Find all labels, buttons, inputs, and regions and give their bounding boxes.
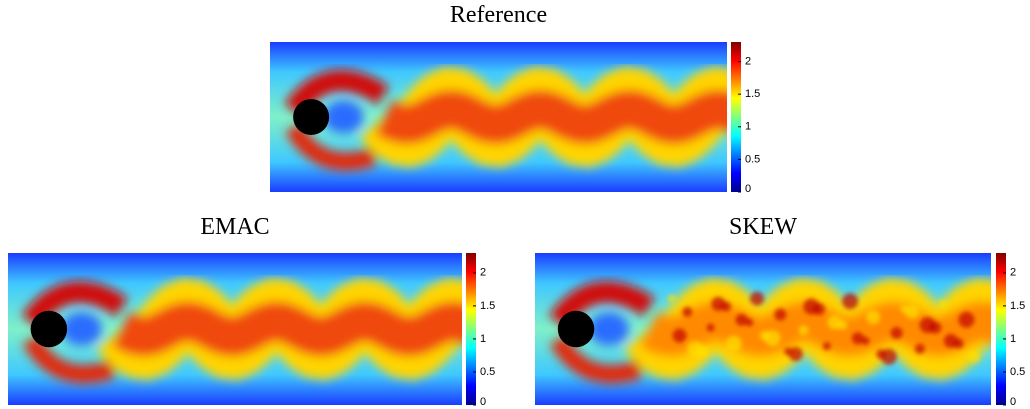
colorbar: [996, 253, 1006, 405]
panel-title: EMAC: [200, 214, 269, 240]
noise-blob: [726, 336, 742, 352]
field: [535, 253, 1005, 405]
colorbar-tick-label: 1: [480, 333, 486, 345]
noise-blob: [920, 317, 936, 333]
colorbar-tick-label: 1: [1010, 333, 1016, 345]
noise-blob: [668, 295, 676, 303]
colorbar: [466, 253, 476, 405]
noise-blob: [939, 300, 947, 308]
noise-blob: [736, 314, 748, 326]
noise-blob: [958, 312, 974, 328]
noise-blob: [828, 315, 842, 329]
noise-blob: [682, 307, 692, 317]
noise-blob: [900, 305, 908, 313]
wake-core: [384, 110, 740, 125]
field: [8, 253, 476, 405]
noise-blob: [799, 325, 809, 335]
colorbar-tick-label: 0: [745, 183, 751, 195]
colorbar: [731, 42, 741, 192]
noise-blob: [915, 344, 925, 354]
noise-blob: [823, 342, 831, 350]
colorbar-tick-label: 1.5: [1010, 300, 1025, 312]
noise-blob: [852, 332, 864, 344]
colorbar-tick-label: 2: [480, 267, 486, 279]
colorbar-tick-label: 2: [745, 55, 751, 67]
noise-blob: [842, 293, 858, 309]
noise-blob: [687, 341, 703, 357]
panel-title: SKEW: [729, 214, 797, 240]
noise-blob: [750, 292, 764, 306]
noise-blob: [774, 308, 786, 320]
wake-core: [122, 321, 476, 336]
cylinder: [293, 99, 329, 135]
colorbar-tick-label: 1.5: [745, 88, 760, 100]
colorbar-tick-label: 0.5: [480, 366, 495, 378]
colorbar-tick-label: 1.5: [480, 300, 495, 312]
colorbar-tick-label: 1: [745, 121, 751, 133]
colorbar-tick-label: 2: [1010, 267, 1016, 279]
noise-blob: [711, 297, 725, 311]
noise-blob: [944, 334, 958, 348]
noise-blob: [968, 351, 980, 363]
recirc: [589, 313, 629, 346]
panel-title: Reference: [450, 2, 547, 28]
field: [270, 42, 741, 192]
noise-blob: [673, 329, 687, 343]
cylinder: [558, 311, 594, 347]
cylinder: [31, 311, 67, 347]
noise-blob: [760, 331, 770, 341]
figure: Reference 0 0.5 1 1.5 2 EMAC 0 0.5 1 1.5 2 SKEW 0 0.5 1…: [0, 0, 1030, 409]
noise-blob: [784, 347, 792, 355]
noise-blob: [707, 324, 715, 332]
noise-blob: [803, 299, 819, 315]
recirc: [62, 313, 102, 346]
colorbar-tick-label: 0.5: [1010, 366, 1025, 378]
recirc: [324, 101, 364, 133]
colorbar-tick-label: 0: [480, 396, 486, 408]
colorbar-tick-label: 0: [1010, 396, 1016, 408]
noise-blob: [876, 349, 886, 359]
noise-blob: [866, 310, 880, 324]
colorbar-tick-label: 0.5: [745, 153, 760, 165]
noise-blob: [891, 327, 903, 339]
